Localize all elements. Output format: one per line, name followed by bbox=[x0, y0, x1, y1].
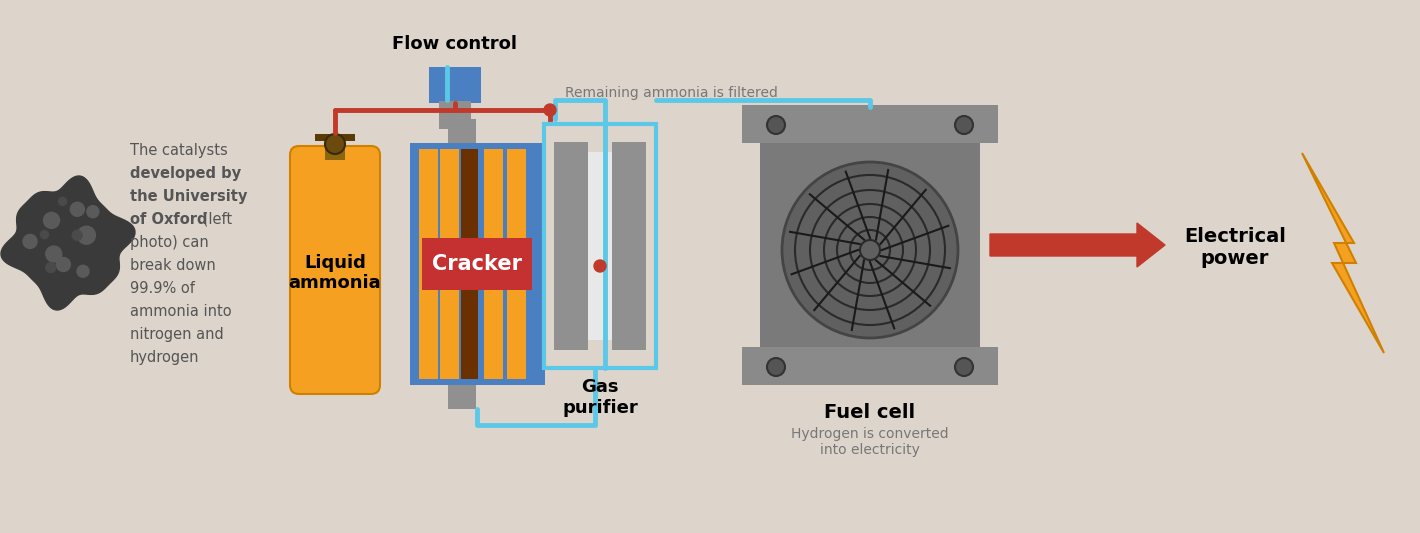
Text: Remaining ammonia is filtered: Remaining ammonia is filtered bbox=[565, 86, 778, 100]
Text: hydrogen: hydrogen bbox=[131, 350, 199, 365]
Text: Hydrogen is converted
into electricity: Hydrogen is converted into electricity bbox=[791, 427, 949, 457]
Text: Fuel cell: Fuel cell bbox=[825, 403, 916, 422]
Circle shape bbox=[45, 246, 61, 262]
Text: Liquid
ammonia: Liquid ammonia bbox=[288, 254, 382, 293]
Circle shape bbox=[44, 212, 60, 228]
Circle shape bbox=[325, 134, 345, 154]
Circle shape bbox=[78, 226, 95, 244]
Circle shape bbox=[40, 231, 48, 239]
Circle shape bbox=[767, 116, 785, 134]
Text: Electrical
power: Electrical power bbox=[1184, 228, 1287, 269]
Text: Flow control: Flow control bbox=[392, 35, 517, 53]
Text: The catalysts: The catalysts bbox=[131, 143, 227, 158]
Bar bbox=[743, 105, 998, 143]
Circle shape bbox=[45, 263, 55, 272]
Bar bbox=[588, 152, 612, 340]
Bar bbox=[315, 134, 355, 141]
Text: Cracker: Cracker bbox=[432, 254, 523, 274]
Circle shape bbox=[956, 116, 973, 134]
Bar bbox=[422, 238, 532, 290]
Bar bbox=[447, 119, 476, 143]
Text: developed by: developed by bbox=[131, 166, 241, 181]
Circle shape bbox=[594, 260, 606, 272]
Circle shape bbox=[956, 358, 973, 376]
Circle shape bbox=[23, 235, 37, 248]
Bar bbox=[447, 385, 476, 409]
Circle shape bbox=[544, 104, 557, 116]
Circle shape bbox=[782, 162, 959, 338]
Text: the University: the University bbox=[131, 189, 247, 204]
Bar bbox=[743, 347, 998, 385]
Polygon shape bbox=[1302, 153, 1384, 353]
FancyArrow shape bbox=[990, 223, 1164, 267]
Bar bbox=[440, 149, 459, 379]
Bar bbox=[439, 101, 471, 129]
Text: ammonia into: ammonia into bbox=[131, 304, 231, 319]
Text: of Oxford: of Oxford bbox=[131, 212, 207, 227]
Circle shape bbox=[57, 257, 71, 271]
Text: 99.9% of: 99.9% of bbox=[131, 281, 195, 296]
Circle shape bbox=[71, 203, 84, 216]
FancyBboxPatch shape bbox=[290, 146, 381, 394]
Polygon shape bbox=[1, 176, 135, 310]
Bar bbox=[419, 149, 439, 379]
Bar bbox=[760, 105, 980, 385]
Text: (left: (left bbox=[197, 212, 231, 227]
Text: nitrogen and: nitrogen and bbox=[131, 327, 224, 342]
Bar bbox=[325, 138, 345, 160]
Text: break down: break down bbox=[131, 258, 216, 273]
Bar bbox=[462, 149, 477, 379]
Bar bbox=[410, 143, 545, 385]
Circle shape bbox=[87, 206, 99, 217]
Bar bbox=[429, 67, 481, 103]
Bar bbox=[484, 149, 503, 379]
Bar bbox=[554, 142, 588, 350]
Circle shape bbox=[72, 230, 82, 240]
Circle shape bbox=[77, 265, 89, 277]
Bar bbox=[507, 149, 525, 379]
Circle shape bbox=[767, 358, 785, 376]
Text: photo) can: photo) can bbox=[131, 235, 209, 250]
Circle shape bbox=[58, 197, 67, 205]
Text: Gas
purifier: Gas purifier bbox=[562, 378, 638, 417]
Bar bbox=[612, 142, 646, 350]
